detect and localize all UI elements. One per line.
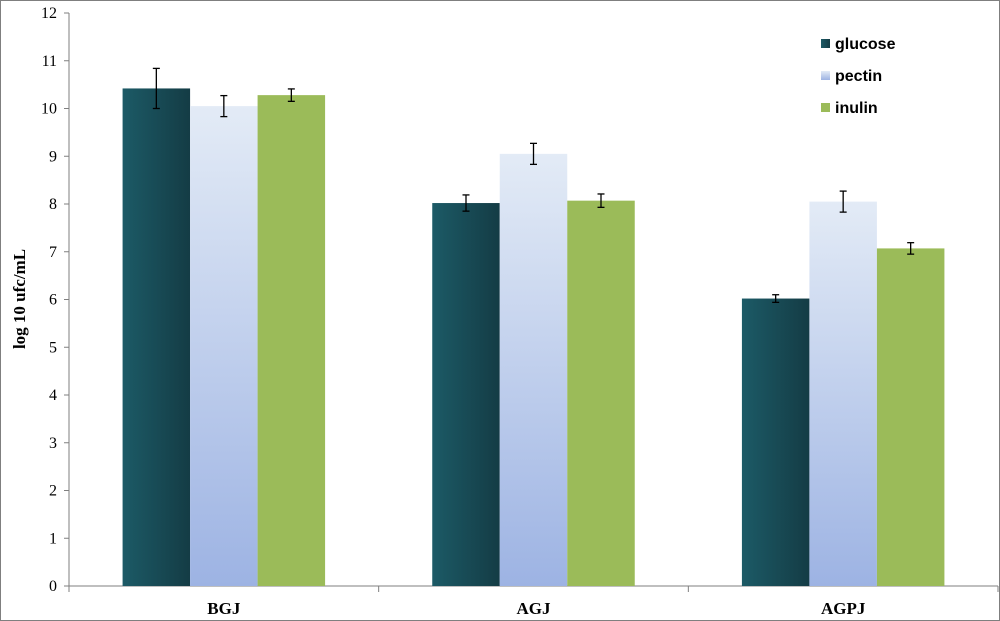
legend-swatch-pectin xyxy=(821,71,830,80)
y-tick-label: 4 xyxy=(49,387,57,404)
y-tick-label: 5 xyxy=(49,339,57,356)
bar-inulin-AGJ xyxy=(567,200,635,586)
y-tick-label: 7 xyxy=(49,244,57,261)
y-tick-label: 9 xyxy=(49,148,57,165)
y-tick-label: 0 xyxy=(49,578,57,595)
bar-glucose-AGJ xyxy=(432,203,500,587)
legend-label-glucose: glucose xyxy=(835,36,896,53)
y-tick-label: 10 xyxy=(41,101,57,118)
legend-label-pectin: pectin xyxy=(835,68,882,85)
y-tick-label: 3 xyxy=(49,435,57,452)
bar-pectin-BGJ xyxy=(190,106,258,587)
y-tick-label: 11 xyxy=(42,53,57,70)
x-tick-label: AGPJ xyxy=(821,599,866,618)
y-tick-label: 6 xyxy=(49,292,57,309)
y-tick-label: 1 xyxy=(49,530,57,547)
bar-pectin-AGPJ xyxy=(809,201,877,587)
x-tick-label: AGJ xyxy=(517,599,552,618)
x-tick-label: BGJ xyxy=(207,599,241,618)
bar-inulin-BGJ xyxy=(257,95,326,586)
bar-inulin-AGPJ xyxy=(876,248,945,586)
bar-glucose-BGJ xyxy=(122,88,191,586)
legend-swatch-glucose xyxy=(821,39,830,48)
bar-pectin-AGJ xyxy=(499,153,568,587)
y-tick-label: 12 xyxy=(41,5,57,22)
y-axis-title: log 10 ufc/mL xyxy=(10,249,29,349)
y-tick-label: 8 xyxy=(49,196,57,213)
legend-label-inulin: inulin xyxy=(835,100,878,117)
bar-glucose-AGPJ xyxy=(741,298,810,586)
y-tick-label: 2 xyxy=(49,483,57,500)
legend-swatch-inulin xyxy=(821,103,830,112)
